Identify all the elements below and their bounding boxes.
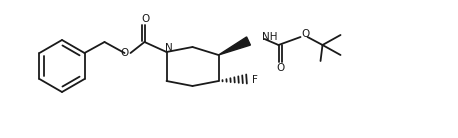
Text: N: N xyxy=(164,43,172,53)
Text: F: F xyxy=(251,75,257,85)
Text: O: O xyxy=(301,29,310,39)
Text: O: O xyxy=(142,14,150,24)
Text: O: O xyxy=(120,48,129,58)
Text: NH: NH xyxy=(262,32,277,42)
Text: O: O xyxy=(276,63,284,73)
Polygon shape xyxy=(218,37,251,55)
